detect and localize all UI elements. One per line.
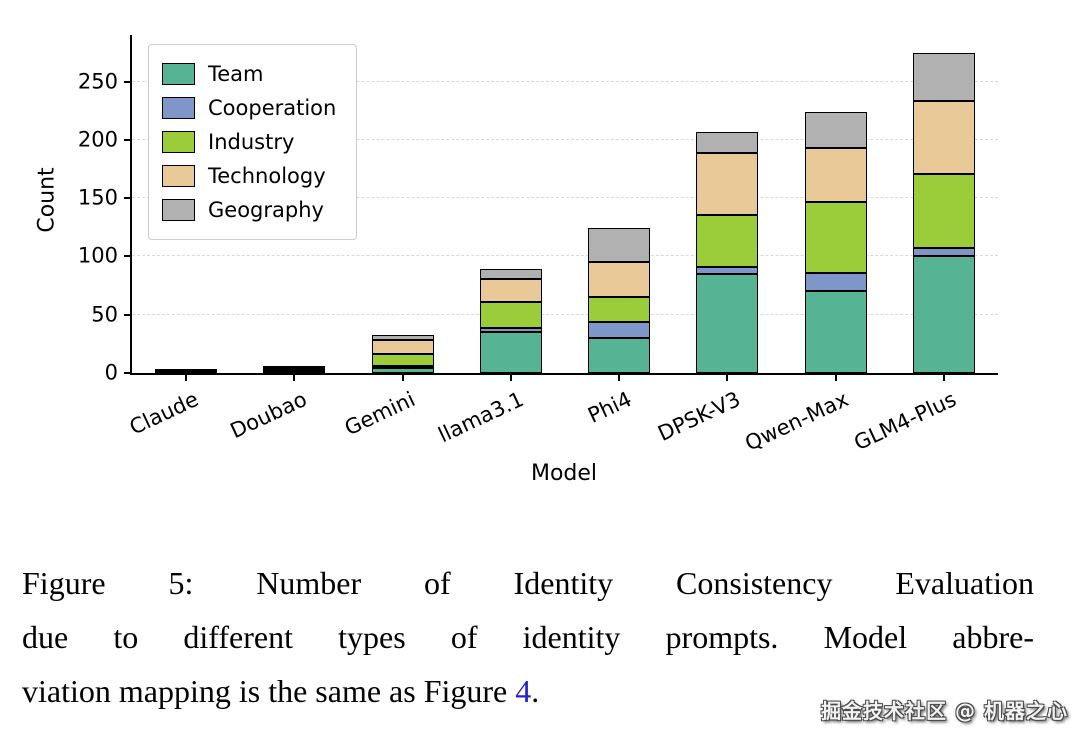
bar-segment-cooperation	[588, 321, 651, 339]
legend-swatch-industry	[162, 131, 195, 153]
bar-segment-geography	[371, 334, 434, 341]
y-tick-mark	[124, 313, 132, 316]
bar-segment-industry	[912, 173, 975, 249]
caption-line-1: Figure 5: Number of Identity Consistency…	[22, 565, 1034, 601]
bar-segment-team	[371, 368, 434, 373]
y-tick-mark	[124, 138, 132, 141]
legend-swatch-technology	[162, 165, 195, 187]
y-tick-label: 100	[77, 243, 118, 268]
gridline	[132, 138, 998, 140]
figure-caption: Figure 5: Number of Identity Consistency…	[22, 556, 1034, 718]
bar-segment-technology	[588, 262, 651, 298]
bar-segment-team	[479, 332, 542, 373]
bar-segment-technology	[696, 152, 759, 215]
legend-label: Team	[208, 62, 264, 86]
x-tick-mark	[293, 373, 296, 381]
x-tick-label-text: Claude	[126, 387, 203, 440]
caption-line-3-period: .	[531, 673, 540, 709]
plot-area: 0 50 100 150 200 250 Claude Doubao Gemini llama3.…	[78, 35, 998, 456]
bar-segment-cooperation	[804, 272, 867, 292]
bar-segment-team	[696, 273, 759, 373]
bar-segment-technology	[263, 366, 326, 369]
caption-line-3-text: viation mapping is the same as Figure	[22, 673, 516, 709]
bar-segment-technology	[371, 340, 434, 355]
x-tick-mark	[834, 373, 837, 381]
x-tick-label-text: DPSK-V3	[653, 387, 744, 446]
x-tick-label-text: Gemini	[340, 387, 419, 441]
x-tick-label-text: llama3.1	[434, 387, 528, 448]
legend-item-industry: Industry	[162, 125, 336, 159]
bar-segment-geography	[588, 228, 651, 263]
bar-segment-geography	[804, 111, 867, 149]
y-tick-mark	[124, 255, 132, 258]
legend-swatch-team	[162, 63, 195, 85]
caption-line-3: viation mapping is the same as Figure 4.	[22, 664, 1034, 718]
bar-segment-team	[263, 370, 326, 373]
y-tick-label: 250	[77, 69, 118, 94]
x-tick-mark	[942, 373, 945, 381]
legend-item-cooperation: Cooperation	[162, 91, 336, 125]
bar-segment-technology	[479, 278, 542, 302]
bar-segment-industry	[804, 201, 867, 273]
y-tick-mark	[124, 80, 132, 83]
legend: Team Cooperation Industry Technology Geograp…	[148, 44, 358, 240]
gridline	[132, 313, 998, 315]
bar-segment-geography	[479, 269, 542, 279]
bar-segment-industry	[479, 301, 542, 328]
y-tick-mark	[124, 372, 132, 374]
x-tick-label-text: Doubao	[226, 387, 311, 444]
caption-line-2: due to different types of identity promp…	[22, 619, 1034, 655]
legend-swatch-cooperation	[162, 97, 195, 119]
bar-segment-technology	[912, 101, 975, 174]
y-tick-label: 50	[91, 302, 118, 327]
x-tick-mark	[509, 373, 512, 381]
bar-segment-technology	[804, 148, 867, 202]
bar-segment-industry	[588, 297, 651, 322]
gridline	[132, 80, 998, 82]
y-tick-label: 200	[77, 127, 118, 152]
legend-item-technology: Technology	[162, 159, 336, 193]
legend-item-geography: Geography	[162, 193, 336, 227]
y-tick-mark	[124, 197, 132, 200]
legend-swatch-geography	[162, 199, 195, 221]
bar-segment-cooperation	[371, 366, 434, 369]
bar-segment-industry	[696, 214, 759, 267]
gridline	[132, 255, 998, 257]
legend-label: Geography	[208, 198, 324, 222]
legend-label: Technology	[208, 164, 326, 188]
legend-label: Industry	[208, 130, 295, 154]
bar-segment-industry	[371, 354, 434, 367]
y-tick-label: 150	[77, 185, 118, 210]
x-tick-mark	[726, 373, 729, 381]
y-axis-title: Count	[34, 167, 60, 233]
x-tick-label-text: Qwen-Max	[741, 387, 852, 456]
legend-label: Cooperation	[208, 96, 337, 120]
stacked-bar-chart: Count 0 50 100 150 200 250 Claude Doubao Gemini l…	[34, 35, 998, 486]
bar-segment-cooperation	[696, 266, 759, 274]
bar-segment-geography	[912, 52, 975, 102]
bar-segment-technology	[155, 368, 218, 371]
x-tick-label-text: Phi4	[584, 387, 636, 428]
bar-segment-team	[804, 291, 867, 373]
x-tick-label-text: GLM4-Plus	[850, 387, 961, 456]
gridline	[132, 197, 998, 199]
x-tick-mark	[401, 373, 404, 381]
x-tick-mark	[185, 373, 188, 381]
y-tick-label: 0	[104, 360, 118, 385]
bar-segment-cooperation	[479, 327, 542, 333]
bar-segment-team	[912, 256, 975, 373]
bar-segment-geography	[696, 131, 759, 153]
legend-item-team: Team	[162, 57, 336, 91]
x-tick-mark	[618, 373, 621, 381]
x-axis-title: Model	[530, 461, 598, 486]
bar-segment-team	[588, 338, 651, 373]
bar-segment-cooperation	[912, 248, 975, 257]
figure-4-link[interactable]: 4	[515, 673, 532, 709]
watermark: 掘金技术社区 @ 机器之心	[821, 699, 1068, 723]
